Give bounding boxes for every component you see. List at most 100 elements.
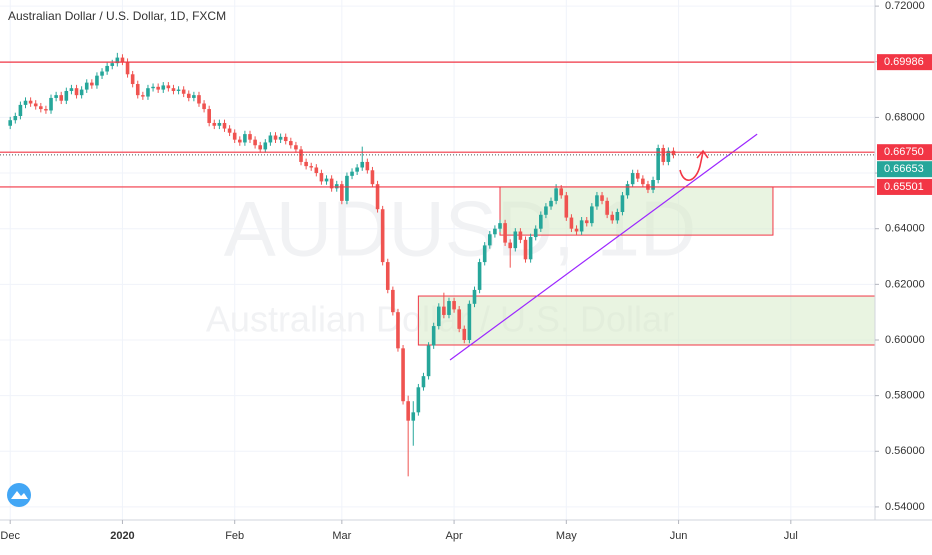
price-label-box [877,178,932,195]
candle-body [192,95,196,98]
y-tick-label: 0.60000 [885,334,925,346]
candle-body [630,173,635,185]
candle-body [197,95,201,104]
candle-body [130,74,135,85]
candle-body [533,228,538,238]
chart-title: Australian Dollar / U.S. Dollar, 1D, FXC… [8,9,226,23]
candle-body [569,217,574,229]
candle-body [523,239,528,260]
candle-body [518,231,523,240]
candle-body [391,289,395,313]
x-tick-label: Jul [784,530,798,542]
candle-body [59,95,64,101]
candle-body [74,88,79,96]
candle-body [503,223,507,243]
price-label: 0.66750 [884,146,924,158]
candle-body [69,88,74,91]
candle-body [151,86,155,89]
candle-body [39,106,43,110]
candle-body [227,128,232,133]
candle-body [641,178,645,185]
candle-body [549,200,553,207]
candle-body [207,109,211,123]
candle-body [171,88,176,91]
candle-body [472,289,477,304]
y-tick-label: 0.64000 [885,223,925,235]
candle-body [360,161,365,168]
candle-body [304,161,308,167]
candle-body [579,220,584,232]
x-tick-label: Mar [332,530,351,542]
candle-body [212,122,217,126]
candle-body [584,220,589,224]
candle-body [421,376,426,388]
candle-body [426,345,431,377]
candle-body [340,184,344,201]
candle-body [166,85,171,89]
candle-body [248,134,252,140]
candle-body [54,95,58,98]
candle-body [355,167,359,172]
candle-body [498,223,502,229]
candle-body [253,139,257,146]
candle-body [299,149,303,162]
candle-body [146,88,150,97]
candle-body [79,89,84,96]
candle-body [396,312,400,349]
candle-body [620,195,625,213]
candle-body [375,184,380,210]
candle-body [8,120,13,126]
candle-body [477,262,482,290]
candle-body [544,206,548,215]
candle-body [23,100,28,105]
candle-body [232,132,237,140]
candle-body [186,93,191,98]
grid [0,0,875,520]
last-price-box [877,161,932,178]
arrow-drawing [679,149,709,181]
candle-body [84,82,89,90]
candle-body [115,57,120,64]
candle-body [95,75,99,86]
candle-body [462,328,467,340]
candle-body [442,306,446,315]
candle-body [345,175,349,201]
x-axis-area [0,520,932,550]
candle-body [447,301,451,315]
candle-body [380,209,385,263]
candle-body [411,412,416,421]
price-label-box [877,144,932,161]
candle-body [125,61,130,75]
candle-body [314,167,319,174]
plot [0,52,876,477]
price-label-box [877,54,932,71]
candle-body [217,122,222,126]
y-tick-label: 0.62000 [885,278,925,290]
candle-body [283,136,288,142]
candle-body [559,188,564,196]
candle-body [508,242,513,249]
candle-body [350,171,354,176]
candle-body [13,116,18,121]
candle-body [590,206,594,224]
candle-body [243,134,247,143]
candle-body [329,178,334,189]
candle-body [28,100,33,104]
candle-body [120,57,125,62]
candle-body [564,195,569,218]
candle-body [105,65,109,72]
candle-body [278,136,283,140]
zone [417,295,876,346]
candle-body [671,150,676,155]
y-tick-label: 0.58000 [885,390,925,402]
candle-body [44,109,48,111]
candle-body [202,103,206,110]
candle-body [401,348,405,402]
candle-body [493,228,497,235]
candle-body [176,89,181,91]
candle-body [273,135,278,140]
axes: 0.720000.700000.680000.660000.640000.620… [0,0,932,542]
candle-body [141,95,145,97]
trendline [449,133,758,361]
